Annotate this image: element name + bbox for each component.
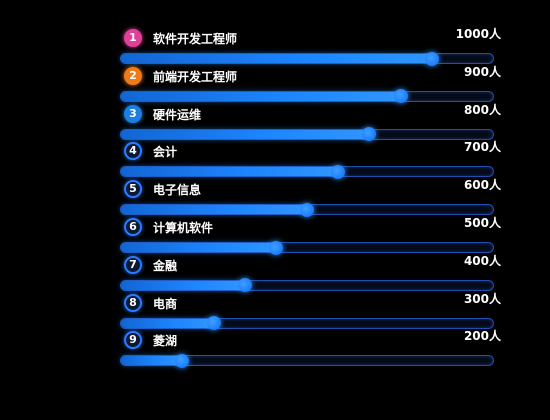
bar-knob bbox=[394, 89, 408, 104]
rank-badge: 7 bbox=[124, 255, 142, 274]
category-label: 计算机软件 bbox=[153, 221, 214, 235]
value-label: 800人 bbox=[463, 102, 501, 117]
category-label: 软件开发工程师 bbox=[153, 32, 238, 46]
category-label: 前端开发工程师 bbox=[153, 69, 238, 84]
bar-track bbox=[120, 279, 494, 291]
value-label: 600人 bbox=[463, 178, 501, 193]
value-label: 900人 bbox=[463, 64, 501, 79]
bar bbox=[121, 91, 400, 101]
category-label: 金融 bbox=[153, 258, 178, 273]
bar-knob bbox=[425, 51, 439, 66]
bar-knob bbox=[300, 202, 314, 217]
value-label: 200人 bbox=[463, 329, 501, 344]
value-label: 1000人 bbox=[455, 27, 501, 41]
bar bbox=[121, 318, 213, 328]
bar-track bbox=[120, 242, 494, 253]
bar-knob bbox=[269, 240, 283, 255]
value-label: 700人 bbox=[463, 140, 501, 155]
bar-knob bbox=[238, 278, 252, 293]
rank-badge: 6 bbox=[124, 218, 142, 236]
bar bbox=[121, 280, 244, 290]
bar bbox=[121, 243, 275, 252]
bar bbox=[121, 54, 431, 63]
value-label: 300人 bbox=[463, 291, 501, 306]
rank-badge: 4 bbox=[124, 142, 142, 161]
rank-badge: 2 bbox=[124, 66, 142, 85]
category-label: 菱湖 bbox=[153, 334, 178, 349]
bar bbox=[121, 205, 306, 215]
category-label: 电商 bbox=[153, 296, 178, 311]
bar-knob bbox=[331, 164, 345, 179]
bar bbox=[121, 129, 368, 139]
bar-knob bbox=[362, 127, 376, 142]
rank-badge: 1 bbox=[124, 29, 142, 47]
category-label: 硬件运维 bbox=[153, 107, 202, 122]
rank-badge: 3 bbox=[124, 104, 142, 123]
category-label: 电子信息 bbox=[153, 183, 202, 198]
bar-knob bbox=[207, 316, 221, 331]
bar-knob bbox=[175, 353, 189, 368]
rank-badge: 8 bbox=[124, 293, 142, 312]
bar bbox=[121, 356, 181, 366]
rank-badge: 9 bbox=[124, 331, 142, 350]
value-label: 500人 bbox=[463, 216, 501, 230]
category-label: 会计 bbox=[153, 145, 178, 160]
rank-badge: 5 bbox=[124, 180, 142, 199]
bar-track bbox=[120, 317, 494, 329]
bar bbox=[121, 167, 337, 177]
bar-track bbox=[120, 355, 494, 367]
value-label: 400人 bbox=[463, 253, 501, 268]
